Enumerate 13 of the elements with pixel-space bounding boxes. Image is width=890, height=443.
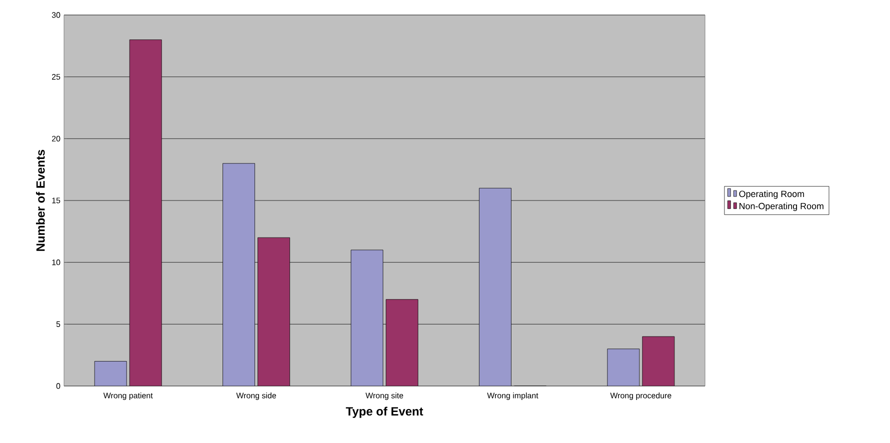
bar — [258, 237, 290, 386]
bar — [129, 40, 162, 386]
x-axis-title: Type of Event — [346, 406, 424, 418]
y-axis-title: Number of Events — [36, 150, 45, 251]
bar — [350, 250, 384, 386]
bar — [94, 361, 127, 386]
bar — [386, 299, 418, 386]
bar — [642, 336, 675, 386]
bar — [222, 163, 255, 386]
legend-label: Operating Room — [739, 190, 804, 199]
legend-label: Non-Operating Room — [740, 202, 824, 212]
bar — [607, 348, 640, 386]
bar — [479, 188, 512, 386]
